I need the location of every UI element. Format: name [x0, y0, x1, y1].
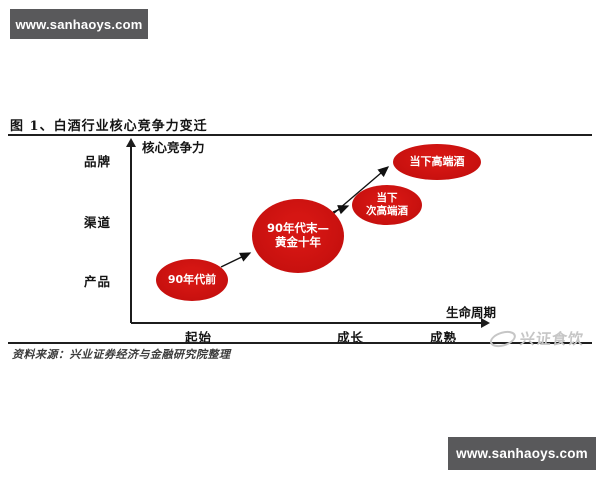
figure-title: 图 1、白酒行业核心竞争力变迁: [10, 119, 208, 134]
y-axis-title: 核心竞争力: [142, 140, 205, 155]
site-url-text: www.sanhaoys.com: [15, 16, 143, 32]
bubble-pre-1990s: 90年代前: [156, 259, 228, 301]
x-axis-title: 生命周期: [446, 305, 497, 320]
x-axis-arrow-icon: [481, 318, 490, 328]
y-axis-line: [130, 146, 132, 323]
bubble-golden-decade: 90年代末— 黄金十年: [252, 199, 344, 273]
arrow-pre90s-to-golden: [220, 252, 252, 268]
y-axis-arrow-icon: [126, 138, 136, 147]
arrow-golden-to-subpremium: [332, 205, 350, 215]
y-tick-product: 产品: [84, 274, 112, 289]
x-axis-line: [131, 322, 482, 324]
source-note: 资料来源：兴业证券经济与金融研究院整理: [12, 348, 231, 361]
title-divider: [8, 134, 592, 136]
swoosh-logo-icon: [489, 330, 516, 348]
bubble-label: 90年代前: [167, 273, 217, 287]
bubble-label: 当下高端酒: [409, 155, 465, 169]
x-tick-start: 起始: [185, 330, 213, 345]
footer-divider: [8, 342, 592, 344]
y-tick-channel: 渠道: [84, 215, 112, 230]
site-url-text: www.sanhaoys.com: [456, 446, 588, 461]
x-tick-growth: 成长: [337, 330, 365, 345]
site-url-banner-top: www.sanhaoys.com: [10, 9, 148, 39]
bubble-current-sub-premium: 当下 次高端酒: [352, 185, 422, 225]
site-url-banner-bottom: www.sanhaoys.com: [448, 437, 596, 470]
bubble-label-line1: 90年代末—: [266, 221, 329, 236]
bubble-label-line1: 当下: [376, 192, 398, 205]
y-tick-brand: 品牌: [84, 154, 112, 169]
watermark-text: 兴证食饮: [519, 329, 585, 348]
x-tick-mature: 成熟: [430, 330, 458, 345]
bubble-label-line2: 次高端酒: [366, 205, 408, 217]
publisher-watermark: 兴证食饮: [487, 327, 585, 349]
bubble-current-premium: 当下高端酒: [393, 144, 481, 180]
bubble-label-line2: 黄金十年: [275, 235, 321, 249]
